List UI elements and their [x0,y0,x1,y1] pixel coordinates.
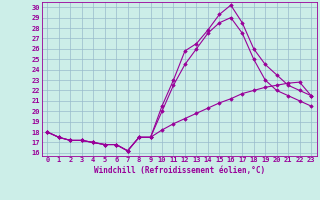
X-axis label: Windchill (Refroidissement éolien,°C): Windchill (Refroidissement éolien,°C) [94,166,265,175]
